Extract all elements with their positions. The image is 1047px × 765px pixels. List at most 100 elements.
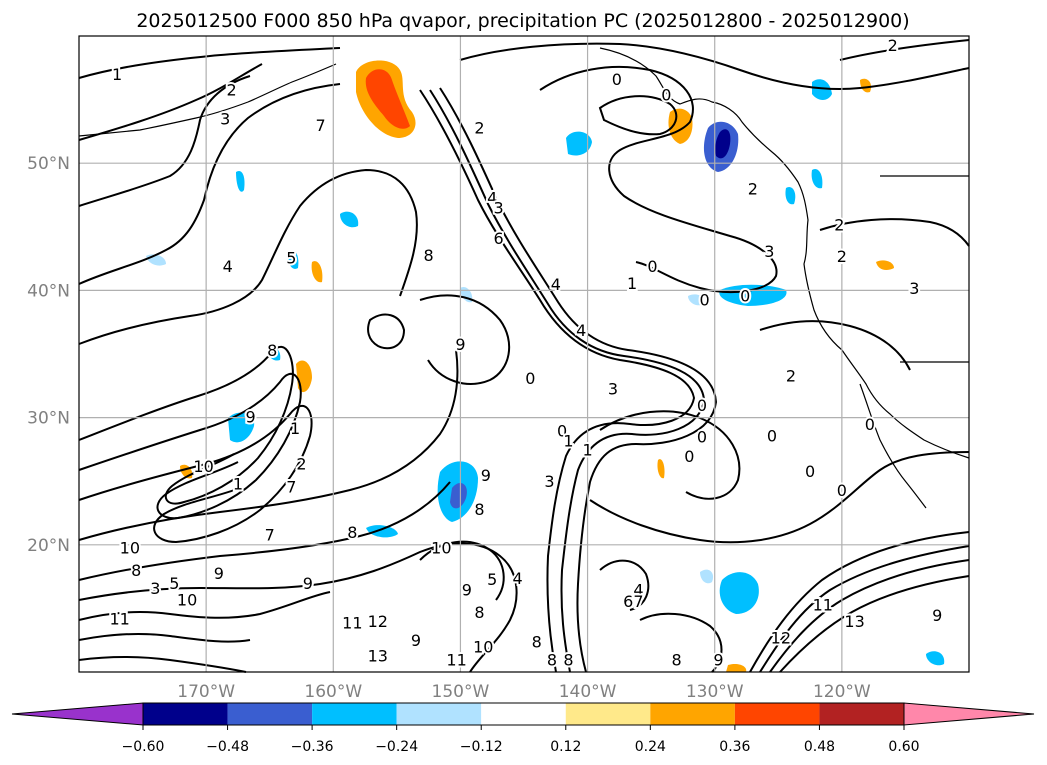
contour-line xyxy=(419,89,696,673)
colorbar-segment xyxy=(227,703,313,725)
contour-line xyxy=(839,39,970,61)
precip-patch-positive xyxy=(876,260,894,270)
contour-label: 2 xyxy=(296,454,306,473)
colorbar-segment xyxy=(819,703,904,725)
precip-patch-strong-positive xyxy=(365,69,410,129)
colorbar-segment xyxy=(481,703,566,725)
colorbar-tick-label: −0.36 xyxy=(291,739,334,755)
precip-patch-negative xyxy=(287,249,299,269)
contour-label: 12 xyxy=(368,612,388,631)
gridlines xyxy=(79,36,969,672)
contour-label: 8 xyxy=(474,603,484,622)
contour-label: 8 xyxy=(474,500,484,519)
x-tick-label: 160°W xyxy=(304,682,362,702)
contour-line xyxy=(759,545,970,673)
contour-line xyxy=(78,349,459,541)
precip-patch-negative xyxy=(566,131,592,156)
contour-label: 0 xyxy=(697,428,707,447)
contour-line xyxy=(78,632,251,643)
contour-line xyxy=(78,591,331,621)
contour-label: 6 xyxy=(493,229,503,248)
precip-patch-negative xyxy=(366,525,398,538)
contour-label: 4 xyxy=(487,189,497,208)
colorbar-segment xyxy=(734,703,820,725)
colorbar-segment xyxy=(312,703,397,725)
contour-label: 11 xyxy=(813,596,833,615)
contour-label: 0 xyxy=(865,415,875,434)
contour-line xyxy=(78,47,341,79)
contour-line xyxy=(819,218,970,247)
contour-label: 2 xyxy=(226,80,236,99)
contour-label: 8 xyxy=(563,650,573,669)
colorbar-extend-min xyxy=(11,702,144,726)
contour-line xyxy=(419,540,505,601)
contour-label: 10 xyxy=(120,538,140,557)
contour-label: 8 xyxy=(671,650,681,669)
y-tick-label: 20°N xyxy=(27,536,70,556)
precip-patch-negative xyxy=(450,483,467,509)
contour-label: 1 xyxy=(233,475,243,494)
contour-label: 0 xyxy=(612,70,622,89)
contour-label: 3 xyxy=(544,472,554,491)
contour-label: 11 xyxy=(446,650,466,669)
contour-label: 2 xyxy=(474,119,484,138)
precip-patch-weak-negative xyxy=(700,569,714,584)
x-tick-label: 140°W xyxy=(559,682,617,702)
precip-patch-strong-negative xyxy=(715,129,731,159)
x-tick-label: 170°W xyxy=(177,682,235,702)
contour-line xyxy=(78,63,263,141)
contour-label: 3 xyxy=(493,199,503,218)
contour-line xyxy=(598,95,678,136)
contour-label: 7 xyxy=(315,116,325,135)
contour-label: 3 xyxy=(909,279,919,298)
contour-line xyxy=(78,656,247,673)
precip-patch-positive xyxy=(668,108,693,144)
y-tick-label: 50°N xyxy=(27,154,70,174)
contour-label: 10 xyxy=(193,457,213,476)
contour-label: 1 xyxy=(290,419,300,438)
precip-patch-negative xyxy=(268,347,281,361)
contour-line xyxy=(459,42,970,91)
contour-label: 2 xyxy=(837,247,847,266)
contour-label: 5 xyxy=(487,570,497,589)
colorbar-segment xyxy=(143,703,228,725)
plot-background xyxy=(79,36,969,672)
colorbar-tick-label: 0.24 xyxy=(635,739,666,755)
contour-line xyxy=(639,612,723,673)
contour-label: 4 xyxy=(513,569,523,588)
y-axis-ticks: 20°N 30°N 40°N 50°N xyxy=(27,154,70,556)
contour-label: 7 xyxy=(286,477,296,496)
contour-label: 7 xyxy=(633,592,643,611)
contour-label: 3 xyxy=(150,579,160,598)
qvapor-contours xyxy=(78,39,970,673)
contour-label: 5 xyxy=(169,574,179,593)
colorbar-segment xyxy=(650,703,735,725)
contour-label: 8 xyxy=(532,632,542,651)
contour-label: 1 xyxy=(582,440,592,459)
contour-label: 0 xyxy=(699,290,709,309)
contour-label: 2 xyxy=(834,215,844,234)
colorbar-segment xyxy=(565,703,651,725)
colorbar-tick-label: −0.48 xyxy=(206,739,249,755)
x-tick-label: 130°W xyxy=(686,682,744,702)
contour-label: 5 xyxy=(286,248,296,267)
contour-line xyxy=(589,451,970,544)
contour-label: 0 xyxy=(767,426,777,445)
contour-line xyxy=(78,75,251,207)
colorbar-tick-label: 0.48 xyxy=(804,739,835,755)
contour-label: 13 xyxy=(844,612,864,631)
precip-patch-negative xyxy=(719,572,759,614)
contour-label: 8 xyxy=(267,341,277,360)
precip-patch-negative xyxy=(785,186,796,205)
contour-label: 4 xyxy=(633,580,643,599)
contour-label: 11 xyxy=(110,610,130,629)
y-tick-label: 30°N xyxy=(27,409,70,429)
colorbar-extend-max xyxy=(903,702,1035,726)
contour-label: 9 xyxy=(303,574,313,593)
contour-label: 7 xyxy=(265,526,275,545)
contour-line xyxy=(367,313,406,350)
contour-label: 0 xyxy=(837,481,847,500)
